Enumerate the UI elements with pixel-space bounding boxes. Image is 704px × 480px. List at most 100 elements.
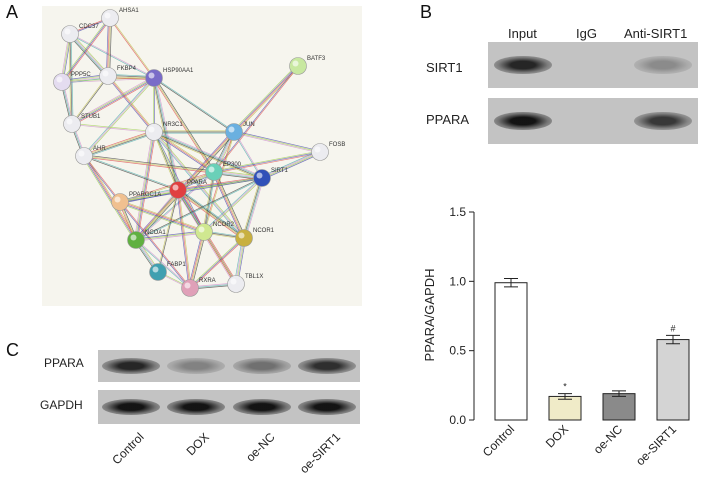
network-edge <box>234 66 300 134</box>
network-node[interactable]: STUB1 <box>63 114 102 133</box>
network-node-label: AHR <box>93 146 106 152</box>
network-edge <box>136 232 205 242</box>
network-edge <box>154 131 179 190</box>
network-node[interactable]: AHR <box>75 146 107 165</box>
network-node[interactable]: FABP1 <box>149 262 187 281</box>
bar <box>656 339 690 421</box>
network-edge <box>135 230 204 240</box>
network-edge <box>108 18 111 77</box>
blot-band <box>494 56 552 74</box>
network-edge <box>245 178 264 239</box>
significance-mark: # <box>670 323 675 333</box>
network-edge <box>153 78 234 133</box>
network-edge <box>120 200 205 231</box>
network-edge <box>72 78 155 125</box>
bar <box>548 395 582 421</box>
network-edge <box>119 188 178 201</box>
protein-network-panel: CDC37 AHSA1 PPP5C FKBP4 HSP90AA1 BATF3 STUB1 NR… <box>42 6 362 306</box>
network-edge <box>71 76 154 123</box>
network-node[interactable]: NCOR2 <box>195 222 235 241</box>
network-edge <box>153 132 178 191</box>
network-edge <box>84 132 155 157</box>
network-node-label: AHSA1 <box>119 8 139 14</box>
network-node[interactable]: PPARGC1A <box>111 192 162 211</box>
network-edge <box>204 178 263 234</box>
network-edge <box>158 190 179 273</box>
network-edge <box>242 177 261 238</box>
blot-band <box>101 399 160 415</box>
ppara-bar-chart: PPARA/GAPDH 0.0 0.5 1.0 1.5 * # Control DOX oe… <box>422 205 690 468</box>
network-edge <box>214 152 321 174</box>
network-edge <box>110 17 155 78</box>
network-edge <box>153 132 262 179</box>
network-edge <box>120 172 215 203</box>
network-node[interactable]: PPARA <box>169 180 207 199</box>
network-edge <box>261 151 320 178</box>
network-node-label: TBL1X <box>245 274 263 280</box>
network-edge <box>190 232 205 289</box>
network-node[interactable]: NCOR1 <box>235 228 275 247</box>
y-tick-label: 1.5 <box>449 205 466 219</box>
network-edge <box>154 130 263 177</box>
network-node-label: FABP1 <box>167 262 186 268</box>
network-edge <box>119 177 262 202</box>
network-edge <box>178 189 245 238</box>
network-edge <box>153 131 245 239</box>
network-node[interactable]: NCOA1 <box>127 230 167 249</box>
network-edge <box>176 191 244 240</box>
network-edge <box>136 178 263 241</box>
network-node[interactable]: RXRA <box>181 278 216 297</box>
network-edge <box>136 172 215 241</box>
network-edge <box>83 77 155 157</box>
network-node[interactable]: SIRT1 <box>253 168 289 187</box>
network-edge <box>71 75 108 124</box>
network-node[interactable]: TBL1X <box>227 274 264 293</box>
y-axis-label: PPARA/GAPDH <box>422 269 437 362</box>
network-node[interactable]: HSP90AA1 <box>145 68 195 87</box>
network-node-label: PPP5C <box>71 72 91 78</box>
network-edge <box>154 131 246 238</box>
network-node-label: BATF3 <box>307 56 326 62</box>
error-bar <box>504 278 518 288</box>
blot-band <box>298 399 357 415</box>
network-node[interactable]: AHSA1 <box>101 8 140 27</box>
network-node[interactable]: FKBP4 <box>99 66 137 85</box>
network-node[interactable]: EP300 <box>205 162 242 181</box>
network-edge <box>215 171 246 238</box>
blot-band <box>634 112 692 130</box>
network-edge <box>203 171 215 233</box>
network-edge <box>212 172 243 239</box>
blot-band <box>494 112 552 130</box>
network-edge <box>176 190 190 289</box>
network-edge <box>203 232 236 285</box>
network-node[interactable]: JUN <box>225 122 255 141</box>
network-node-label: SIRT1 <box>271 168 289 174</box>
network-node[interactable]: CDC37 <box>61 24 100 43</box>
network-edge <box>204 231 237 284</box>
network-node[interactable]: PPP5C <box>53 72 92 91</box>
network-node[interactable]: FOSB <box>311 142 346 161</box>
network-edge <box>83 156 214 174</box>
blot-band <box>634 56 692 74</box>
network-node[interactable]: BATF3 <box>289 56 326 75</box>
network-edge <box>234 130 321 152</box>
network-edge <box>191 232 206 289</box>
network-edge <box>135 131 154 240</box>
x-tick-label: Control <box>480 422 517 459</box>
network-edge <box>84 155 179 190</box>
network-node[interactable]: NR3C1 <box>145 122 184 141</box>
network-edge <box>70 32 110 76</box>
network-edge <box>189 236 244 288</box>
error-bar <box>612 390 626 397</box>
network-edge <box>178 189 192 288</box>
network-edge <box>83 155 215 173</box>
network-edge <box>243 177 262 238</box>
network-node-label: RXRA <box>199 278 216 284</box>
network-edge <box>109 18 112 77</box>
network-edge <box>214 66 299 173</box>
blot-band <box>167 358 226 374</box>
network-edge <box>189 231 204 288</box>
network-edge <box>234 66 299 133</box>
network-edge <box>213 65 298 172</box>
blot-row-label-ppara: PPARA <box>44 356 84 370</box>
